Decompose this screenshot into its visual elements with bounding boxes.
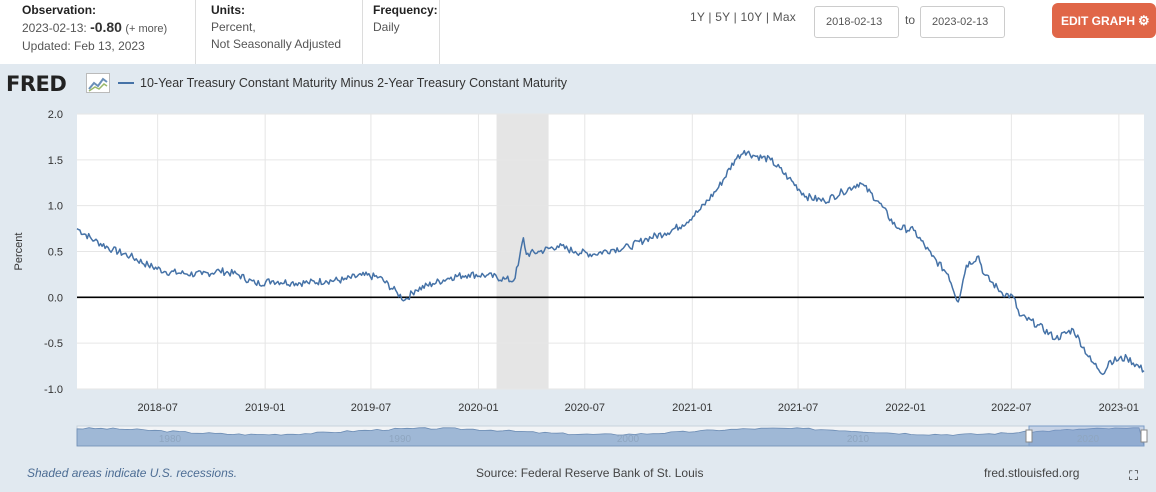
observation-value-row: 2023-02-13: -0.80 (+ more) [22, 19, 192, 38]
x-tick-label: 2020-07 [565, 402, 605, 414]
navigator-label: 1990 [389, 434, 412, 445]
y-tick-label: 2.0 [48, 109, 63, 121]
navigator-label: 2000 [617, 434, 640, 445]
line-chart: 2.0 1.5 1.0 0.5 0.0 -0.5 -1.0 2018-07 2019-01 201… [0, 104, 1156, 456]
divider [362, 0, 363, 64]
navigator-label: 1980 [159, 434, 182, 445]
legend-series-name: 10-Year Treasury Constant Maturity Minus… [140, 76, 568, 90]
units-block: Units: Percent, Not Seasonally Adjusted [211, 2, 361, 64]
range-10y[interactable]: 10Y [740, 10, 763, 24]
recession-note: Shaded areas indicate U.S. recessions. [27, 466, 238, 480]
navigator-handle[interactable] [1140, 429, 1148, 443]
observation-label: Observation: [22, 3, 97, 17]
fred-logo: FRED [6, 72, 67, 96]
frequency-value: Daily [373, 20, 400, 34]
frequency-block: Frequency: Daily [373, 2, 438, 64]
y-tick-label: 0.0 [48, 292, 63, 304]
series-line [76, 149, 1145, 376]
observation-date: 2023-02-13: [22, 21, 87, 35]
y-tick-label: 1.0 [48, 201, 63, 213]
chart-legend: 10-Year Treasury Constant Maturity Minus… [118, 76, 567, 90]
end-date-input[interactable]: 2023-02-13 [920, 6, 1005, 38]
start-date-input[interactable]: 2018-02-13 [814, 6, 899, 38]
x-tick-label: 2019-01 [245, 402, 285, 414]
x-tick-label: 2021-01 [672, 402, 712, 414]
observation-block: Observation: 2023-02-13: -0.80 (+ more) … [22, 2, 192, 64]
x-tick-label: 2021-07 [778, 402, 818, 414]
legend-swatch [118, 82, 134, 84]
x-tick-label: 2022-07 [991, 402, 1031, 414]
navigator-series [76, 427, 1145, 447]
y-tick-label: 1.5 [48, 155, 63, 167]
gear-icon: ⚙ [1138, 13, 1150, 28]
divider [195, 0, 196, 64]
navigator-label: 2010 [847, 434, 870, 445]
units-line2: Not Seasonally Adjusted [211, 37, 342, 51]
y-axis-label: Percent [13, 233, 25, 271]
range-1y[interactable]: 1Y [690, 10, 705, 24]
divider [439, 0, 440, 64]
range-max[interactable]: Max [772, 10, 796, 24]
x-tick-label: 2020-01 [458, 402, 498, 414]
y-tick-label: -1.0 [44, 384, 63, 396]
frequency-label: Frequency: [373, 3, 438, 17]
observation-more-link[interactable]: (+ more) [125, 23, 168, 35]
navigator-handle[interactable] [1025, 429, 1033, 443]
x-tick-label: 2023-01 [1099, 402, 1139, 414]
y-tick-label: -0.5 [44, 338, 63, 350]
fullscreen-icon[interactable]: ⛶ [1129, 468, 1139, 483]
edit-graph-label: EDIT GRAPH [1061, 14, 1136, 28]
range-5y[interactable]: 5Y [715, 10, 731, 24]
x-tick-label: 2022-01 [885, 402, 925, 414]
to-label: to [905, 13, 916, 27]
x-tick-label: 2019-07 [351, 402, 391, 414]
observation-value: -0.80 [90, 19, 122, 35]
navigator-label: 2020 [1077, 434, 1100, 445]
units-line1: Percent, [211, 20, 256, 34]
units-label: Units: [211, 3, 245, 17]
info-bar: Observation: 2023-02-13: -0.80 (+ more) … [0, 0, 1156, 64]
edit-graph-button[interactable]: EDIT GRAPH ⚙ [1052, 3, 1156, 38]
site-link[interactable]: fred.stlouisfed.org [984, 466, 1080, 480]
y-tick-label: 0.5 [48, 247, 63, 259]
line-chart-logo-icon [86, 73, 110, 93]
source-text: Source: Federal Reserve Bank of St. Loui… [476, 466, 704, 480]
x-tick-label: 2018-07 [137, 402, 177, 414]
range-selector: 1Y | 5Y | 10Y | Max [690, 10, 796, 24]
updated-text: Updated: Feb 13, 2023 [22, 39, 145, 53]
